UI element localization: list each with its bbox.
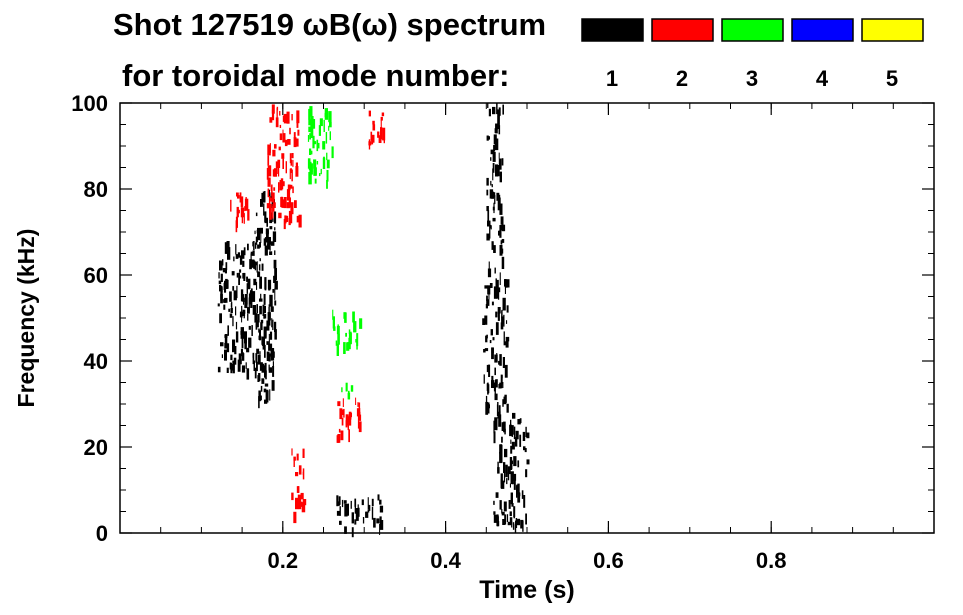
legend-swatch-mode-3 <box>721 18 784 42</box>
y-tick-label: 0 <box>96 521 108 546</box>
x-axis-label: Time (s) <box>479 576 574 604</box>
spectrum-regions <box>217 103 530 538</box>
chart-title-line2: for toroidal mode number: <box>122 58 510 93</box>
chart-title-line1: Shot 127519 ωB(ω) spectrum <box>113 7 546 42</box>
legend-label-mode-1: 1 <box>606 66 618 91</box>
spectrum-region-mode-2 <box>230 192 250 233</box>
y-tick-label: 20 <box>84 435 108 460</box>
spectrum-region-mode-3 <box>332 309 363 356</box>
spectrum-region-mode-2 <box>336 397 362 443</box>
y-tick-label: 80 <box>84 177 108 202</box>
legend: 1 2 3 4 5 <box>581 18 924 91</box>
legend-swatch-mode-2 <box>651 18 714 42</box>
x-tick-label: 0.4 <box>430 548 461 573</box>
spectrum-region-mode-1 <box>217 240 273 380</box>
axis-ticks: 0.2 0.4 0.6 0.8 0 20 40 60 80 100 <box>71 91 935 573</box>
y-tick-label: 60 <box>84 263 108 288</box>
spectrum-region-mode-2 <box>266 104 302 230</box>
legend-swatch-mode-4 <box>791 18 854 42</box>
legend-swatch-mode-5 <box>861 18 924 42</box>
legend-swatch-mode-1 <box>581 18 644 42</box>
spectrum-region-mode-3 <box>341 382 354 400</box>
x-tick-label: 0.6 <box>593 548 624 573</box>
spectrum-region-mode-1 <box>336 494 384 538</box>
y-tick-label: 40 <box>84 349 108 374</box>
spectrum-region-mode-1 <box>486 103 506 285</box>
x-tick-label: 0.8 <box>756 548 787 573</box>
legend-label-mode-5: 5 <box>886 66 898 91</box>
spectrum-region-mode-2 <box>291 448 307 524</box>
y-axis-label: Frequency (kHz) <box>13 229 39 408</box>
spectrum-region-mode-1 <box>254 189 278 409</box>
x-tick-label: 0.2 <box>268 548 299 573</box>
spectrum-region-mode-2 <box>368 110 386 150</box>
spectrum-region-mode-1 <box>493 412 530 533</box>
spectrum-region-mode-1 <box>482 278 510 419</box>
legend-label-mode-2: 2 <box>676 66 688 91</box>
spectrum-region-mode-3 <box>307 106 334 189</box>
legend-label-mode-4: 4 <box>816 66 829 91</box>
legend-label-mode-3: 3 <box>746 66 758 91</box>
y-tick-label: 100 <box>71 91 108 116</box>
